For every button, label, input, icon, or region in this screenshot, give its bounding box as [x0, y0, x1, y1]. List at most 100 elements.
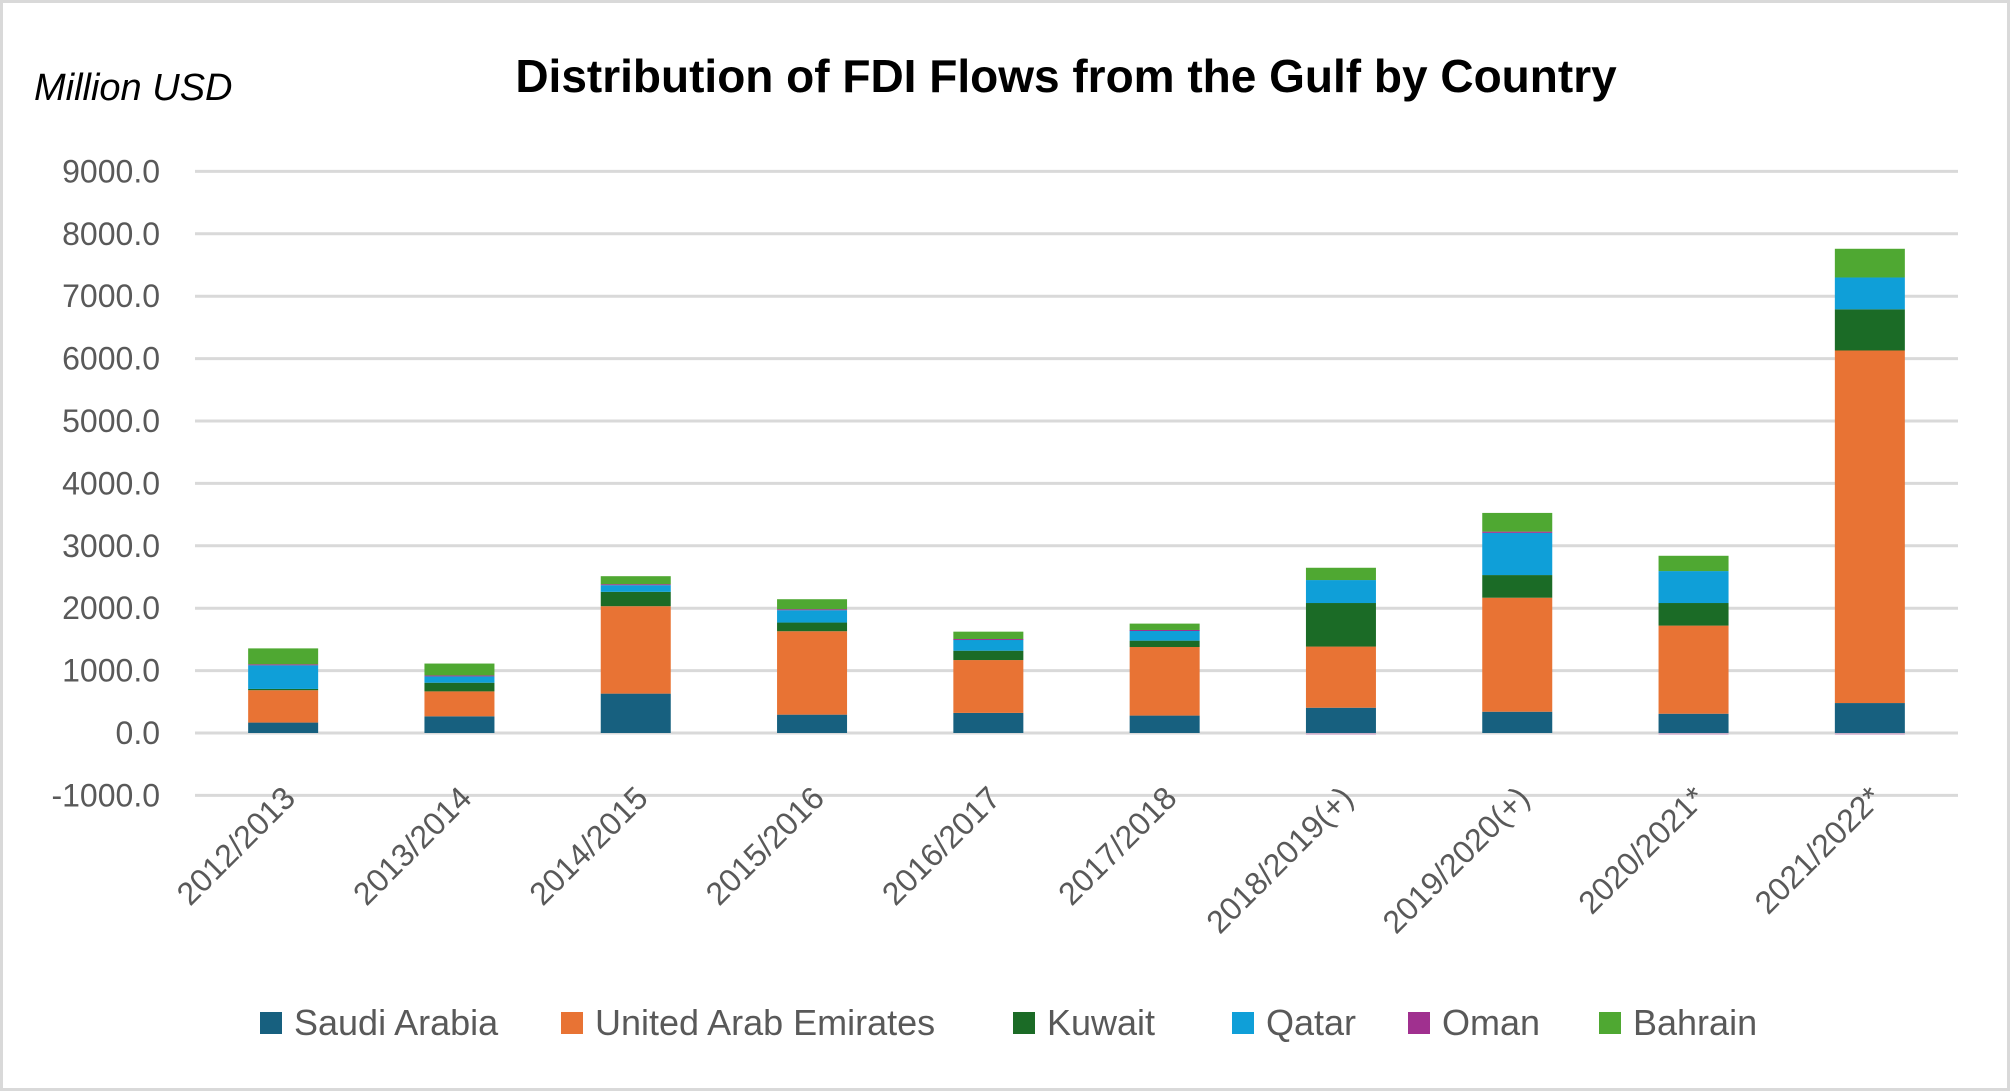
y-tick-label: 6000.0	[62, 341, 160, 377]
bar-segment-saudi-arabia	[424, 716, 495, 733]
bar-segment-kuwait	[1305, 603, 1376, 647]
y-tick-label: 0.0	[116, 715, 160, 751]
bar-segment-united-arab-emirates	[424, 691, 495, 717]
legend-item-united-arab-emirates: United Arab Emirates	[561, 1002, 935, 1043]
legend-swatch	[561, 1012, 583, 1034]
bar-segment-kuwait	[1482, 575, 1553, 598]
y-tick-label: 1000.0	[62, 653, 160, 689]
bar-segment-bahrain	[777, 599, 848, 610]
x-tick-label: 2018/2019(+)	[1199, 779, 1360, 940]
bar-segment-united-arab-emirates	[248, 690, 319, 723]
bar-segment-kuwait	[248, 688, 319, 691]
y-tick-label: 7000.0	[62, 278, 160, 314]
bar-segment-bahrain	[248, 648, 319, 665]
y-axis-unit-label: Million USD	[34, 67, 232, 109]
bar-segment-united-arab-emirates	[953, 660, 1024, 713]
bar-stack-2019-2020	[1482, 512, 1553, 733]
bar-segment-united-arab-emirates	[1482, 597, 1553, 712]
legend-swatch	[1599, 1012, 1621, 1034]
bar-segment-united-arab-emirates	[1658, 625, 1729, 714]
bar-segment-saudi-arabia	[248, 722, 319, 733]
bar-segment-oman	[1658, 733, 1729, 735]
x-tick-label: 2020/2021*	[1571, 779, 1712, 920]
legend-item-kuwait: Kuwait	[1013, 1002, 1155, 1043]
bar-segment-bahrain	[1129, 623, 1200, 630]
y-tick-label: 4000.0	[62, 465, 160, 501]
legend-item-oman: Oman	[1408, 1002, 1540, 1043]
bar-segment-saudi-arabia	[1658, 713, 1729, 733]
legend-item-bahrain: Bahrain	[1599, 1002, 1757, 1043]
x-tick-label: 2012/2013	[170, 779, 302, 911]
bar-stack-2021-2022	[1834, 248, 1905, 735]
y-axis-ticks: 9000.0 8000.0 7000.0 6000.0 5000.0 4000.0 3000…	[51, 153, 160, 813]
bar-segment-qatar	[953, 639, 1024, 651]
x-tick-label: 2014/2015	[522, 779, 654, 911]
y-tick-label: -1000.0	[51, 777, 160, 813]
bar-stack-2018-2019	[1305, 567, 1376, 735]
y-tick-label: 2000.0	[62, 590, 160, 626]
legend-swatch	[1408, 1012, 1430, 1034]
x-tick-label: 2015/2016	[699, 779, 831, 911]
bar-segment-oman	[1129, 629, 1200, 631]
bar-segment-saudi-arabia	[1834, 703, 1905, 733]
bar-stack-2016-2017	[953, 631, 1024, 733]
bar-segment-qatar	[424, 676, 495, 683]
bar-segment-saudi-arabia	[777, 714, 848, 733]
bar-segment-oman	[777, 609, 848, 611]
y-tick-label: 9000.0	[62, 153, 160, 189]
bar-segment-bahrain	[1305, 567, 1376, 581]
bar-segment-oman	[1482, 531, 1553, 533]
bar-segment-bahrain	[424, 663, 495, 676]
bar-segment-saudi-arabia	[1305, 707, 1376, 733]
x-axis-ticks: 2012/2013 2013/2014 2014/2015 2015/2016 2016…	[170, 779, 1889, 940]
bar-segment-kuwait	[953, 650, 1024, 661]
bar-segment-united-arab-emirates	[1129, 647, 1200, 716]
x-tick-label: 2013/2014	[346, 779, 478, 911]
bar-segment-kuwait	[1129, 640, 1200, 648]
bar-segment-qatar	[248, 665, 319, 689]
bar-segment-oman	[248, 664, 319, 666]
chart-title: Distribution of FDI Flows from the Gulf …	[515, 50, 1617, 102]
y-tick-label: 5000.0	[62, 403, 160, 439]
bar-stack-2017-2018	[1129, 623, 1200, 733]
legend-label: Qatar	[1266, 1002, 1356, 1043]
legend-swatch	[260, 1012, 282, 1034]
bar-segment-qatar	[1834, 277, 1905, 310]
bar-segment-qatar	[1658, 571, 1729, 604]
y-tick-label: 8000.0	[62, 216, 160, 252]
legend: Saudi Arabia United Arab Emirates Kuwait Qa…	[260, 1002, 1757, 1043]
bar-segment-united-arab-emirates	[1305, 646, 1376, 708]
bar-segment-saudi-arabia	[600, 693, 671, 733]
legend-label: Saudi Arabia	[294, 1002, 499, 1043]
x-tick-label: 2017/2018	[1051, 779, 1183, 911]
x-tick-label: 2019/2020(+)	[1375, 779, 1536, 940]
bar-segment-bahrain	[1482, 512, 1553, 532]
legend-label: United Arab Emirates	[595, 1002, 935, 1043]
bar-segment-oman	[600, 584, 671, 586]
bar-segment-saudi-arabia	[1482, 711, 1553, 733]
bar-stack-2013-2014	[424, 663, 495, 733]
bar-segment-saudi-arabia	[1129, 715, 1200, 733]
bar-segment-bahrain	[1658, 555, 1729, 572]
bar-segment-kuwait	[1834, 309, 1905, 351]
bar-segment-kuwait	[600, 591, 671, 607]
y-tick-label: 3000.0	[62, 528, 160, 564]
bar-stack-2020-2021	[1658, 555, 1729, 735]
bar-segment-bahrain	[600, 576, 671, 585]
legend-swatch	[1013, 1012, 1035, 1034]
legend-label: Kuwait	[1047, 1002, 1155, 1043]
bar-segment-kuwait	[1658, 603, 1729, 626]
bar-stack-2015-2016	[777, 599, 848, 733]
bar-segment-qatar	[777, 610, 848, 623]
bar-segment-united-arab-emirates	[600, 606, 671, 694]
legend-label: Oman	[1442, 1002, 1540, 1043]
x-tick-label: 2021/2022*	[1748, 779, 1889, 920]
bar-stack-2014-2015	[600, 576, 671, 733]
bar-segment-qatar	[1482, 532, 1553, 576]
bars	[248, 248, 1905, 735]
bar-segment-oman	[1834, 733, 1905, 735]
x-tick-label: 2016/2017	[875, 779, 1007, 911]
bar-segment-oman	[1305, 733, 1376, 735]
bar-segment-bahrain	[953, 631, 1024, 640]
bar-segment-kuwait	[777, 622, 848, 632]
